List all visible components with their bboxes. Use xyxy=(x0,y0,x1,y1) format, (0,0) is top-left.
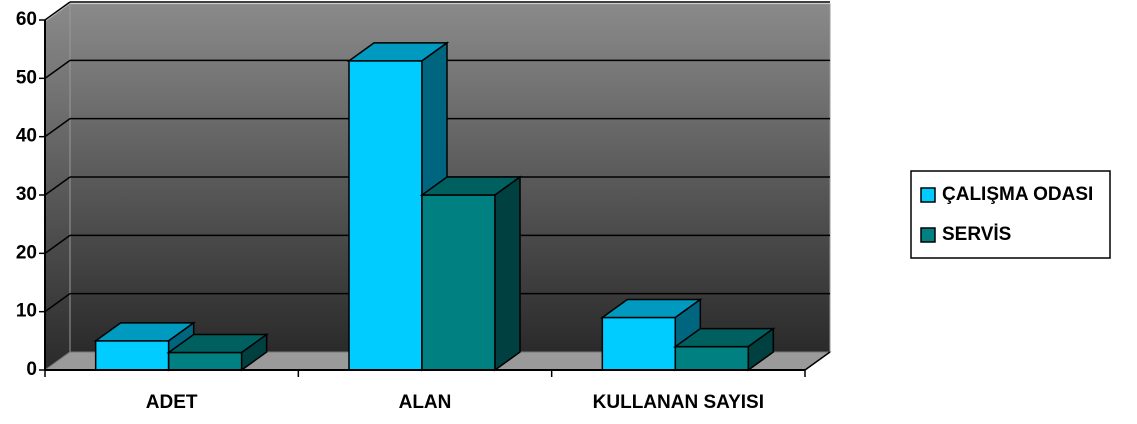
legend-swatch xyxy=(920,227,936,243)
grid-line-side xyxy=(44,234,71,254)
y-tick-label: 20 xyxy=(16,242,37,263)
bar xyxy=(348,60,423,371)
bar-side xyxy=(240,333,268,372)
bar xyxy=(674,345,750,371)
legend xyxy=(910,170,1111,259)
grid-line-side xyxy=(44,59,71,79)
y-tick-label: 30 xyxy=(16,184,37,205)
grid-line-side xyxy=(44,293,71,313)
bar xyxy=(94,340,170,371)
y-tick-label: 10 xyxy=(16,301,37,322)
bar xyxy=(601,316,677,371)
y-tick-label: 0 xyxy=(26,359,37,380)
grid-line-side xyxy=(44,176,71,196)
y-tick-label: 60 xyxy=(16,9,37,30)
y-tick-label: 40 xyxy=(16,126,37,147)
grid-line-side xyxy=(44,118,71,138)
y-tick-label: 50 xyxy=(16,67,37,88)
bar xyxy=(421,194,496,371)
x-tick-label: ADET xyxy=(146,392,198,413)
bar-side xyxy=(494,175,521,372)
legend-label: SERVİS xyxy=(942,224,1011,245)
bar xyxy=(167,351,243,371)
legend-swatch xyxy=(920,187,936,203)
side-wall xyxy=(44,3,71,371)
legend-label: ÇALIŞMA ODASI xyxy=(942,184,1093,205)
grid-line-side xyxy=(44,1,71,21)
x-tick-label: ALAN xyxy=(399,392,452,413)
x-axis-depth xyxy=(804,351,831,371)
x-tick-label: KULLANAN SAYISI xyxy=(593,392,764,413)
bar-side xyxy=(747,327,775,372)
